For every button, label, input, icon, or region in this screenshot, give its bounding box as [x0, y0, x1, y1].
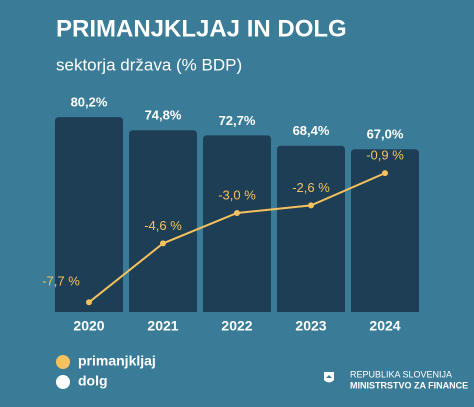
bar [55, 117, 123, 312]
data-label: 74,8% [145, 108, 182, 123]
legend-label: dolg [78, 373, 108, 389]
bar [351, 149, 419, 312]
x-tick-label: 2023 [295, 318, 326, 334]
data-label: 72,7% [219, 113, 256, 128]
chart-title: PRIMANJKLJAJ IN DOLG [56, 15, 347, 42]
data-label: 68,4% [293, 123, 330, 138]
crest [324, 372, 334, 383]
data-label: 80,2% [71, 95, 108, 110]
bar [277, 145, 345, 312]
data-label: -4,6 % [144, 218, 182, 233]
legend-marker [56, 355, 70, 369]
data-label: 67,0% [367, 127, 404, 142]
chart-subtitle: sektorja država (% BDP) [56, 55, 242, 74]
data-label: -2,6 % [292, 180, 330, 195]
data-label: -7,7 % [42, 274, 80, 289]
line-point [382, 170, 388, 177]
line-point [308, 202, 314, 209]
footer-line: MINISTRSTVO ZA FINANCE [350, 380, 468, 390]
x-tick-label: 2021 [147, 318, 178, 334]
bar [129, 130, 197, 312]
x-tick-label: 2022 [221, 318, 252, 334]
bar [203, 135, 271, 312]
data-label: -3,0 % [218, 187, 256, 202]
x-tick-label: 2024 [369, 318, 400, 334]
x-tick-label: 2020 [73, 318, 104, 334]
data-label: -0,9 % [366, 148, 404, 163]
legend-label: primanjkljaj [78, 353, 156, 369]
footer-line: REPUBLIKA SLOVENIJA [350, 369, 452, 379]
legend-marker [56, 375, 70, 389]
line-point [234, 210, 240, 216]
line-point [160, 240, 166, 247]
line-point [86, 299, 92, 306]
